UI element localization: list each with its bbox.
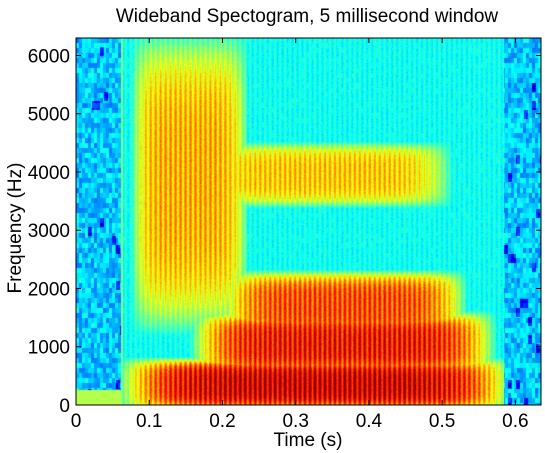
x-tick-label: 0.1: [136, 411, 162, 432]
x-tick-label: 0.2: [209, 411, 235, 432]
x-axis-ticks: 0 0.1 0.2 0.3 0.4 0.5 0.6: [71, 38, 529, 432]
spectrogram-heatmap: [76, 38, 541, 405]
x-tick-label: 0.3: [282, 411, 308, 432]
y-tick-label: 2000: [28, 279, 70, 300]
y-tick-label: 1000: [28, 338, 70, 359]
x-tick-label: 0: [71, 411, 82, 432]
x-axis-label: Time (s): [274, 430, 343, 451]
plot-area: 0 0.1 0.2 0.3 0.4 0.5 0.6 0 1000 2000 3000 4000 500…: [28, 37, 542, 432]
y-tick-label: 6000: [28, 46, 70, 67]
y-tick-label: 3000: [28, 221, 70, 242]
y-tick-label: 4000: [28, 163, 70, 184]
x-tick-label: 0.5: [429, 411, 455, 432]
plot-frame: [75, 37, 542, 406]
x-tick-label: 0.4: [356, 411, 383, 432]
x-tick-label: 0.6: [502, 411, 528, 432]
y-axis-ticks: 0 1000 2000 3000 4000 5000 6000: [28, 46, 541, 417]
y-tick-label: 0: [59, 396, 70, 417]
y-tick-label: 5000: [28, 105, 70, 126]
y-axis-label: Frequency (Hz): [5, 163, 26, 294]
chart-title: Wideband Spectogram, 5 millisecond windo…: [116, 6, 499, 27]
